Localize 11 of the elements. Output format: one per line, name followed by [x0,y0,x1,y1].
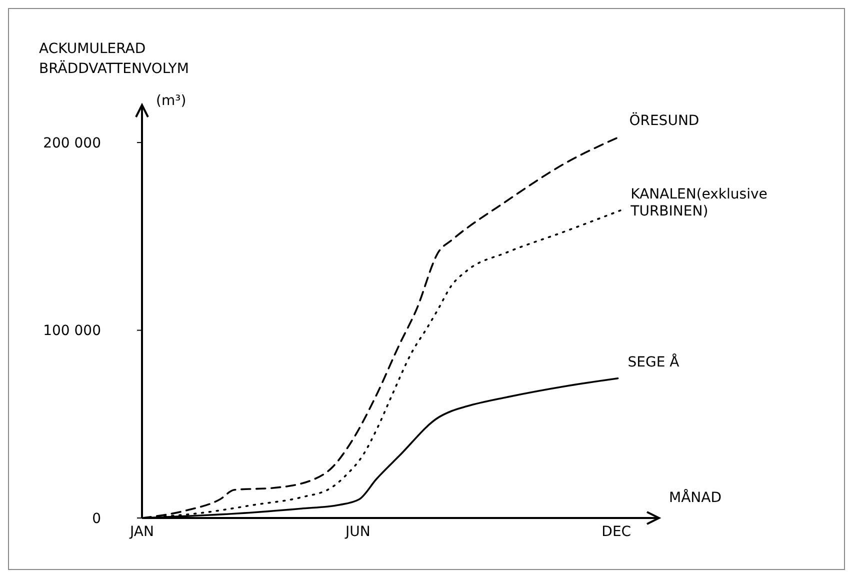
y-tick-label: 0 [92,510,101,527]
x-tick-label: JAN [129,524,154,540]
series-label: ÖRESUND [629,112,700,129]
x-axis-title: MÅNAD [669,490,722,506]
series-label: KANALEN(exklusive TURBINEN) [630,186,768,220]
series-label: SEGE Å [628,353,680,370]
y-tick-label: 200 000 [43,136,101,152]
y-axis-title: ACKUMULERAD BRÄDDVATTENVOLYM (m³) [39,40,189,109]
y-tick-label: 100 000 [43,323,101,340]
x-tick-label: DEC [602,524,632,540]
x-tick-label: JUN [344,524,370,540]
